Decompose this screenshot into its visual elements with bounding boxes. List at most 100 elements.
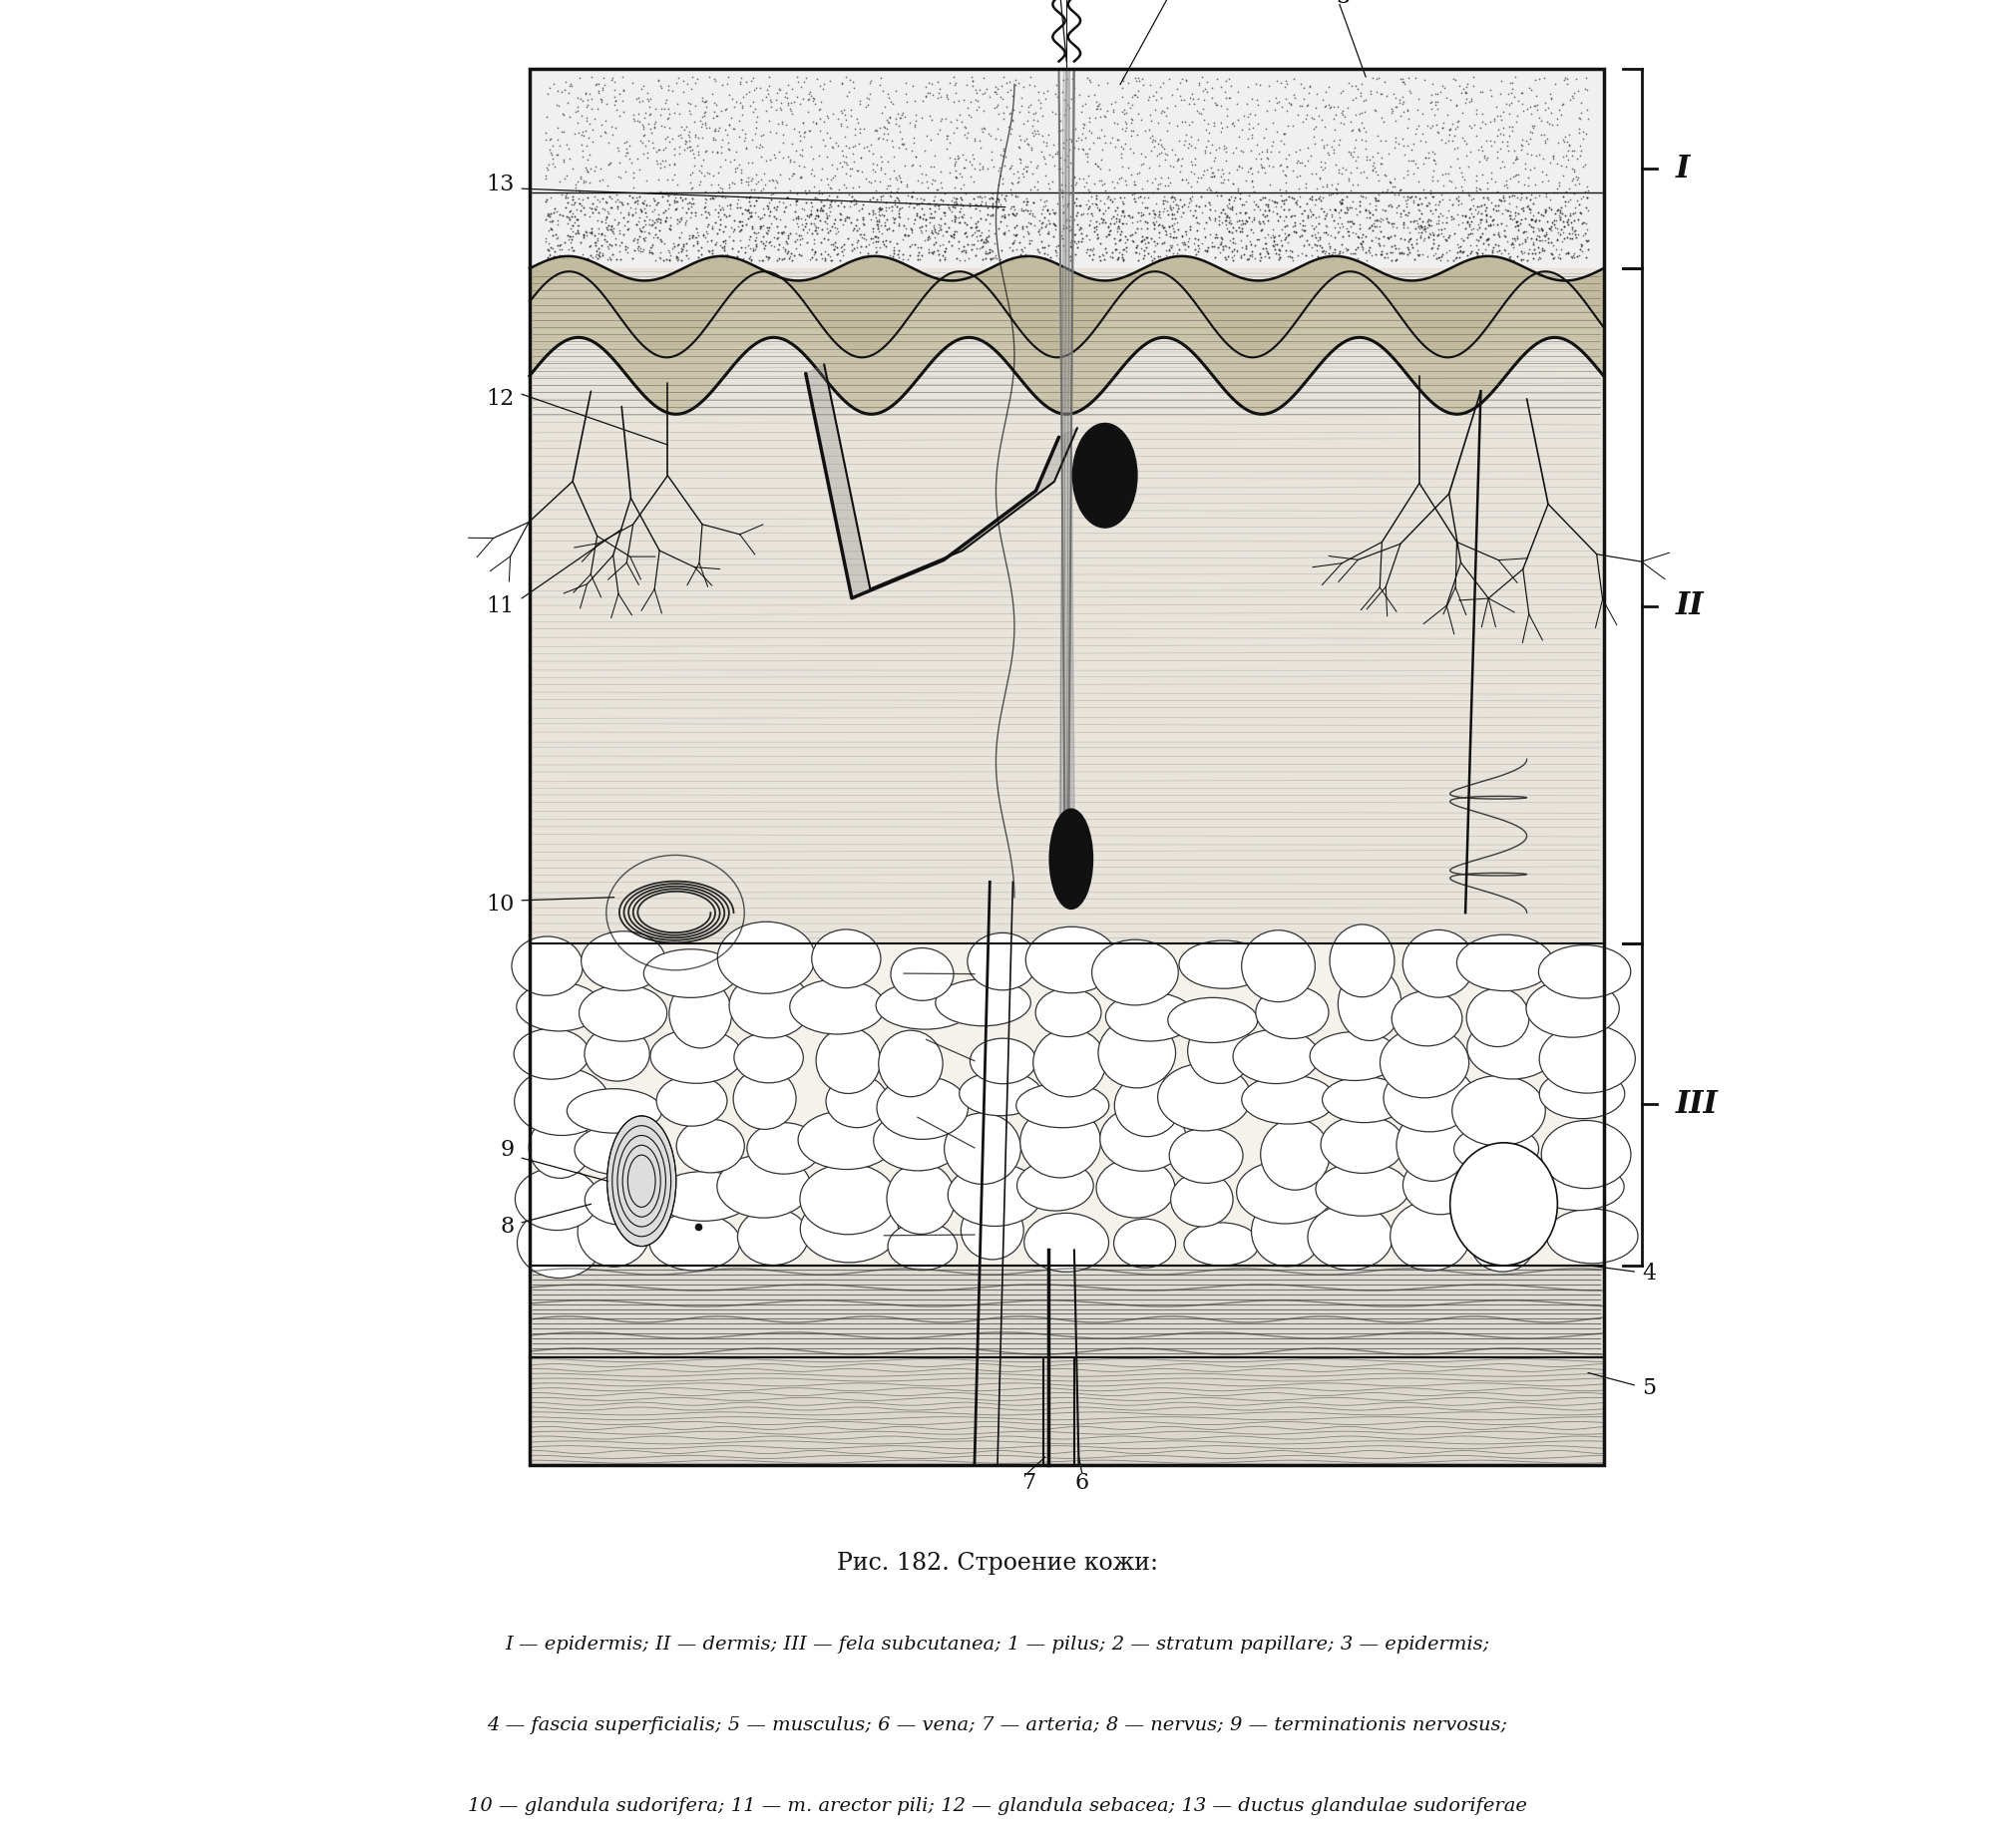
- Point: [1359, 157, 1391, 187]
- Point: [890, 133, 922, 163]
- Point: [1450, 207, 1482, 237]
- Point: [784, 116, 816, 146]
- Point: [950, 70, 982, 100]
- Point: [1460, 240, 1492, 270]
- Point: [1023, 185, 1055, 214]
- Point: [700, 227, 732, 257]
- Point: [563, 176, 595, 205]
- Point: [976, 244, 1007, 274]
- Point: [1452, 179, 1484, 209]
- Point: [622, 235, 654, 264]
- Point: [1201, 155, 1233, 185]
- Point: [846, 246, 878, 275]
- Point: [652, 214, 684, 244]
- Point: [870, 225, 902, 255]
- Point: [1393, 181, 1424, 211]
- Point: [1101, 168, 1133, 198]
- Point: [676, 63, 708, 92]
- Point: [1007, 187, 1039, 216]
- Point: [1175, 172, 1207, 201]
- Point: [1081, 224, 1113, 253]
- Point: [1373, 174, 1404, 203]
- Point: [1107, 238, 1139, 268]
- Point: [1327, 96, 1359, 126]
- Point: [1307, 237, 1339, 266]
- Point: [1506, 244, 1538, 274]
- Point: [1369, 67, 1400, 96]
- Point: [1556, 166, 1588, 196]
- Point: [1357, 216, 1389, 246]
- Point: [940, 192, 972, 222]
- Point: [958, 126, 990, 155]
- Point: [1532, 109, 1564, 139]
- Point: [862, 214, 894, 244]
- Point: [1518, 113, 1550, 142]
- Point: [1406, 238, 1438, 268]
- Point: [1253, 196, 1285, 225]
- Point: [1367, 79, 1398, 109]
- Point: [1488, 235, 1520, 264]
- Point: [760, 94, 792, 124]
- Point: [1514, 92, 1546, 122]
- Point: [722, 185, 754, 214]
- Point: [1416, 111, 1448, 140]
- Point: [718, 92, 750, 122]
- Point: [948, 120, 980, 150]
- Ellipse shape: [1538, 944, 1630, 998]
- Point: [1343, 115, 1375, 144]
- Point: [690, 87, 722, 116]
- Point: [1125, 200, 1157, 229]
- Point: [672, 244, 704, 274]
- Point: [966, 187, 998, 216]
- Point: [1460, 100, 1492, 129]
- Point: [672, 96, 704, 126]
- Point: [1510, 222, 1542, 251]
- Point: [1524, 242, 1556, 272]
- Point: [1089, 237, 1121, 266]
- Point: [924, 105, 956, 135]
- Point: [1295, 72, 1327, 102]
- Point: [1131, 214, 1163, 244]
- Point: [674, 126, 706, 155]
- Point: [730, 196, 762, 225]
- Point: [812, 201, 844, 231]
- Point: [555, 68, 587, 98]
- Point: [678, 144, 710, 174]
- Point: [591, 196, 622, 225]
- Point: [1538, 205, 1570, 235]
- Point: [650, 205, 682, 235]
- Point: [906, 159, 938, 188]
- Ellipse shape: [1091, 939, 1179, 1005]
- Point: [1516, 205, 1548, 235]
- Point: [1420, 164, 1452, 194]
- Point: [704, 131, 736, 161]
- Point: [1145, 242, 1177, 272]
- Point: [1233, 244, 1265, 274]
- Point: [686, 122, 718, 152]
- Point: [820, 161, 852, 190]
- Point: [688, 185, 720, 214]
- Point: [1474, 126, 1506, 155]
- Point: [999, 65, 1031, 94]
- Point: [1395, 78, 1426, 107]
- Point: [728, 126, 760, 155]
- Point: [1135, 70, 1167, 100]
- Point: [986, 83, 1017, 113]
- Point: [1536, 207, 1568, 237]
- Point: [1061, 233, 1093, 262]
- Point: [898, 229, 930, 259]
- Point: [858, 155, 890, 185]
- Point: [934, 194, 966, 224]
- Point: [886, 246, 918, 275]
- Point: [1496, 111, 1528, 140]
- Point: [616, 174, 648, 203]
- Point: [950, 207, 982, 237]
- Point: [1470, 174, 1502, 203]
- Point: [1335, 238, 1367, 268]
- Point: [872, 214, 904, 244]
- Point: [650, 203, 682, 233]
- Point: [622, 98, 654, 128]
- Point: [678, 222, 710, 251]
- Point: [686, 109, 718, 139]
- Point: [1558, 238, 1590, 268]
